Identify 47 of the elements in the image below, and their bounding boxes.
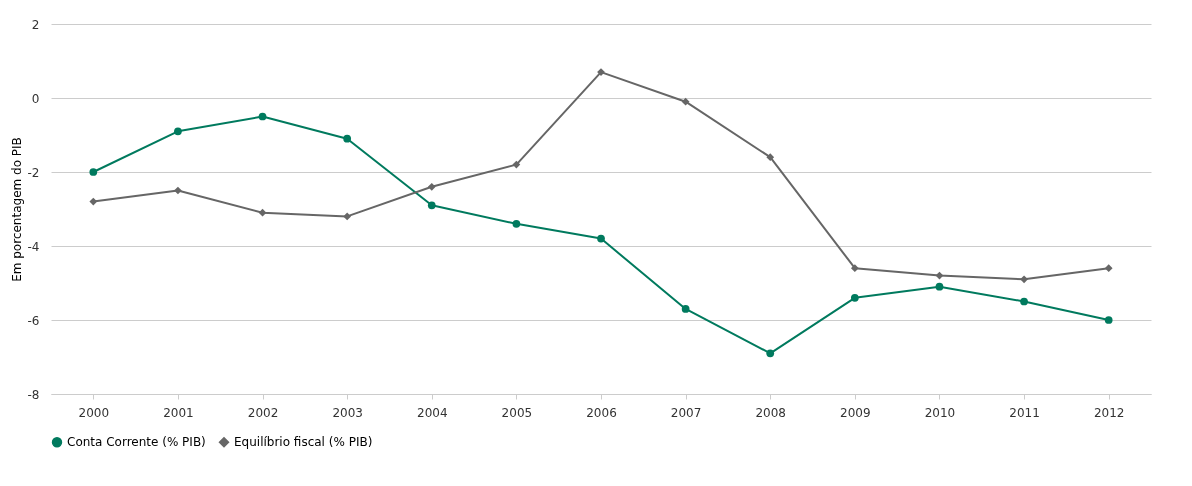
x-tick-label: 2003 — [332, 405, 363, 420]
y-tick-label: -6 — [27, 313, 40, 328]
point — [427, 182, 436, 191]
point — [427, 201, 436, 210]
point — [174, 186, 182, 195]
y-tick-label: -8 — [27, 387, 40, 402]
x-tick-label: 2001 — [163, 405, 194, 420]
point — [512, 160, 521, 169]
y-tick-label: -4 — [27, 239, 40, 254]
y-tick-label: 0 — [31, 91, 40, 106]
point — [512, 219, 521, 228]
point — [766, 153, 775, 162]
point — [1020, 275, 1028, 284]
point — [258, 208, 267, 217]
point — [1020, 297, 1028, 306]
point — [935, 282, 944, 291]
x-tick-label: 2007 — [670, 405, 702, 420]
point — [1104, 264, 1113, 273]
x-tick-label: 2010 — [924, 405, 956, 420]
point — [89, 197, 98, 206]
point — [681, 97, 690, 106]
point — [597, 234, 605, 243]
x-tick-label: 2008 — [755, 405, 786, 420]
x-tick-label: 2009 — [840, 405, 871, 420]
point — [343, 212, 352, 221]
y-tick-label: 2 — [31, 17, 40, 32]
point — [935, 271, 944, 280]
x-tick-label: 2000 — [78, 405, 110, 420]
legend-label: Equilíbrio fiscal (% PIB) — [234, 435, 373, 450]
x-tick-label: 2005 — [501, 405, 533, 420]
x-tick-label: 2012 — [1093, 405, 1125, 420]
y-axis-title: Em porcentagem do PIB — [9, 137, 24, 282]
legend-label: Conta Corrente (% PIB) — [67, 435, 206, 450]
y-tick-label: -2 — [27, 165, 40, 180]
point — [258, 112, 267, 121]
point — [343, 134, 352, 143]
x-tick-label: 2006 — [586, 405, 617, 420]
point — [850, 264, 859, 273]
x-tick-label: 2002 — [247, 405, 279, 420]
point — [89, 168, 98, 176]
point — [766, 349, 775, 358]
point — [1104, 316, 1113, 324]
point — [174, 127, 182, 136]
point — [681, 305, 690, 313]
point — [850, 293, 859, 302]
x-tick-label: 2011 — [1009, 405, 1040, 420]
x-tick-label: 2004 — [417, 405, 448, 420]
